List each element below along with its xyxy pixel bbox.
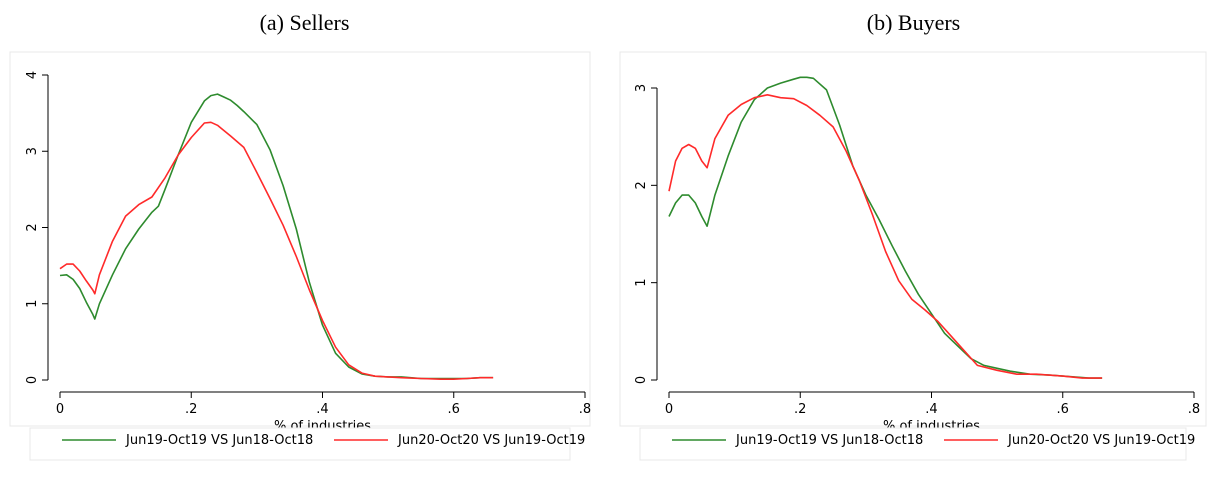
- y-tick-label: 3: [25, 147, 40, 155]
- figure-sellers: (a) Sellers 0 1 2 3 4 0.2.4.6.8% of industrie…: [9, 10, 591, 461]
- series-line-1: [668, 76, 1103, 379]
- plot-frame: [619, 51, 1207, 427]
- y-tick-label: 4: [25, 71, 40, 79]
- legend-label-1: Jun19-Oct19 VS Jun18-Oct18: [125, 433, 313, 448]
- y-tick-label: 3: [634, 84, 649, 92]
- y-tick-label: 0: [25, 376, 40, 384]
- plot-frame: [9, 51, 591, 427]
- panel-caption-buyers: (b) Buyers: [866, 10, 961, 35]
- x-tick-label: .6: [1057, 402, 1069, 417]
- x-tick-label: 0: [56, 402, 64, 417]
- series-line-2: [59, 121, 494, 380]
- y-tick-label: 1: [25, 300, 40, 308]
- x-tick-label: 0: [665, 402, 673, 417]
- legend: [29, 427, 571, 461]
- y-tick-label: 0: [634, 376, 649, 384]
- y-tick-label: 2: [634, 181, 649, 189]
- x-tick-label: .6: [448, 402, 460, 417]
- x-tick-label: .8: [1188, 402, 1200, 417]
- x-tick-label: .8: [579, 402, 591, 417]
- x-tick-label: .4: [925, 402, 937, 417]
- x-tick-label: .4: [316, 402, 328, 417]
- panel-caption-sellers: (a) Sellers: [259, 10, 350, 35]
- legend-label-2: Jun20-Oct20 VS Jun19-Oct19: [1007, 433, 1195, 448]
- y-tick-label: 2: [25, 223, 40, 231]
- figure-buyers: (b) Buyers 0 1 2 3 0.2.4.6.8% of industries J…: [609, 0, 1218, 484]
- x-tick-label: .2: [185, 402, 197, 417]
- x-tick-label: .2: [794, 402, 806, 417]
- series-line-2: [668, 94, 1103, 379]
- legend: [639, 427, 1187, 461]
- series-line-1: [59, 93, 494, 380]
- y-tick-label: 1: [634, 279, 649, 287]
- legend-label-2: Jun20-Oct20 VS Jun19-Oct19: [397, 433, 585, 448]
- legend-label-1: Jun19-Oct19 VS Jun18-Oct18: [735, 433, 923, 448]
